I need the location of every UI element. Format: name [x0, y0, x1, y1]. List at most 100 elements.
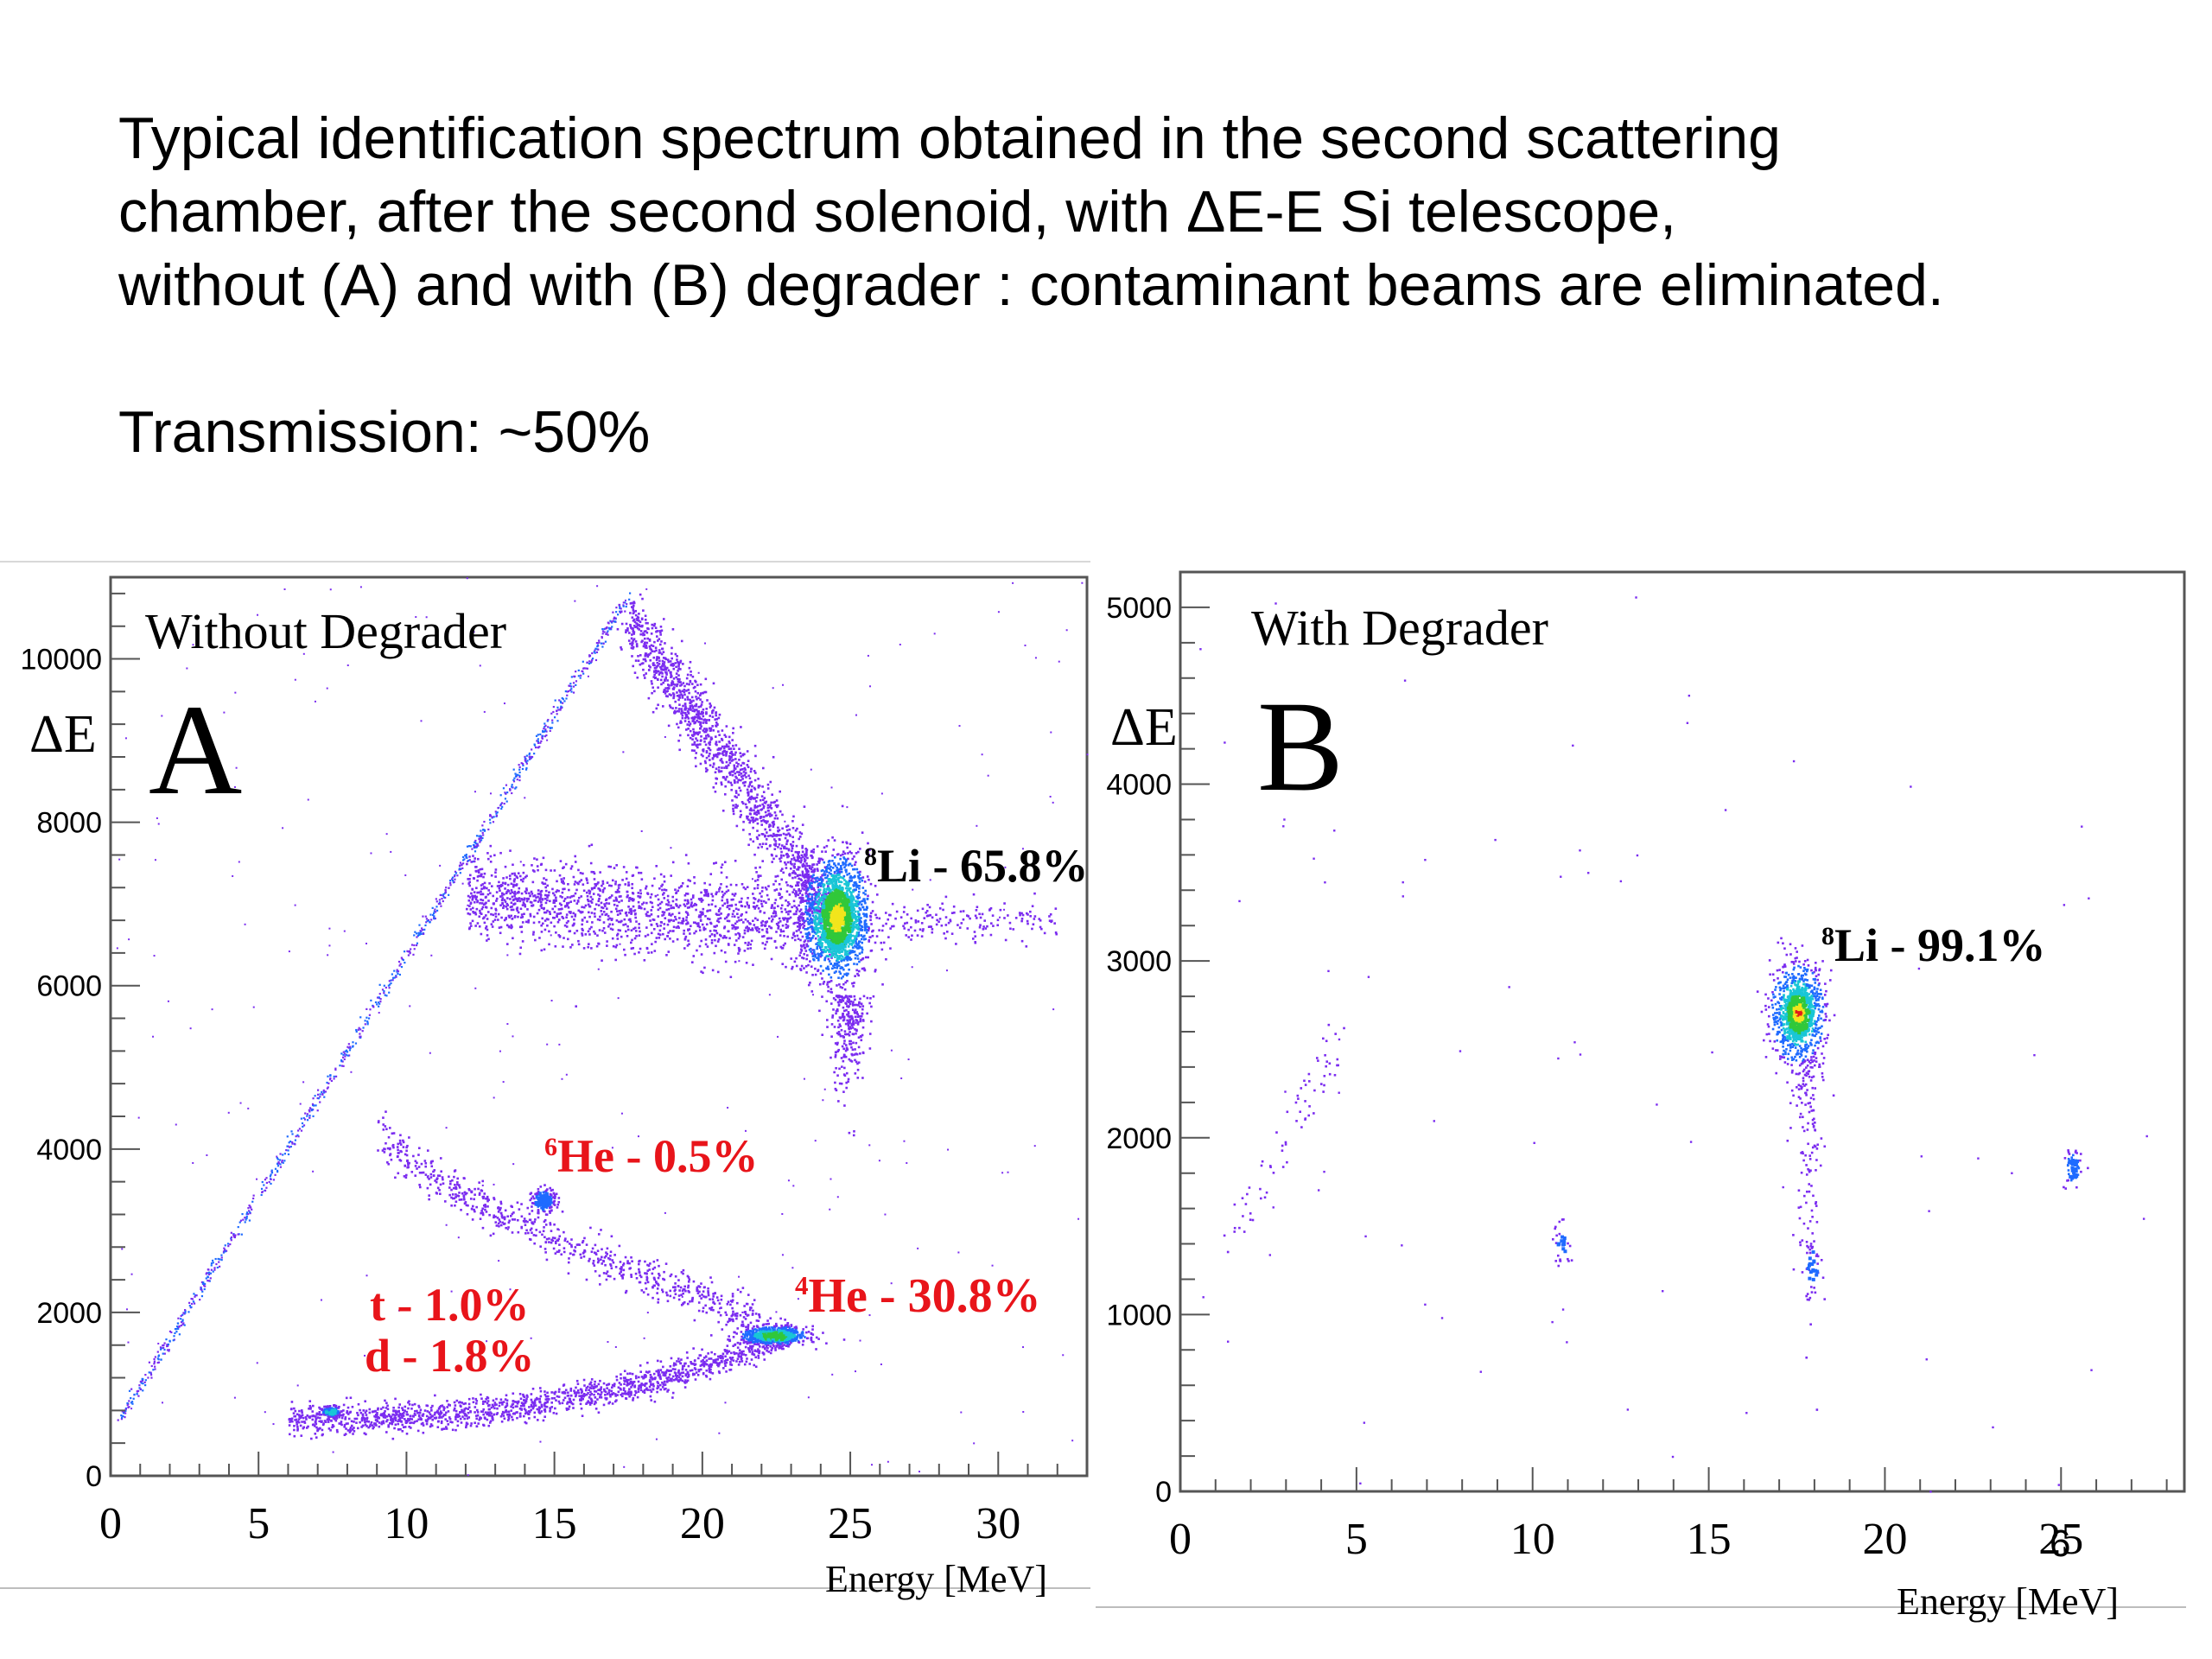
scatter-point	[1032, 923, 1035, 926]
scatter-point	[686, 723, 690, 726]
scatter-point	[700, 710, 703, 714]
scatter-point	[643, 674, 645, 677]
scatter-point	[156, 1361, 159, 1364]
scatter-point	[368, 1408, 372, 1411]
scatter-point	[749, 770, 753, 773]
scatter-point	[365, 1416, 369, 1420]
scatter-point	[731, 753, 734, 755]
scatter-point	[1026, 919, 1029, 923]
scatter-point	[469, 1410, 472, 1413]
scatter-point	[564, 690, 567, 693]
scatter-point	[417, 931, 420, 934]
scatter-point	[791, 891, 794, 893]
scatter-point	[634, 659, 638, 662]
scatter-point	[324, 1090, 327, 1093]
scatter-point	[738, 948, 741, 951]
scatter-point	[537, 738, 539, 741]
scatter-point	[714, 938, 716, 942]
scatter-point	[607, 925, 610, 928]
scatter-point	[810, 849, 814, 853]
scatter-point	[519, 1397, 523, 1401]
scatter-point	[822, 893, 824, 897]
scatter-point	[782, 871, 785, 874]
scatter-point	[814, 902, 817, 905]
scatter-point	[481, 824, 484, 827]
scatter-point	[733, 925, 736, 929]
scatter-point	[489, 813, 492, 817]
scatter-point	[669, 706, 672, 709]
scatter-point	[509, 849, 512, 852]
scatter-point	[248, 1219, 251, 1222]
scatter-point	[417, 1414, 421, 1417]
scatter-point	[678, 696, 682, 699]
scatter-point	[779, 790, 782, 793]
scatter-point	[651, 623, 653, 626]
scatter-point	[764, 887, 767, 889]
scatter-point	[700, 1360, 703, 1363]
scatter-point	[730, 770, 734, 773]
scatter-point	[505, 784, 508, 786]
scatter-point	[300, 1117, 302, 1120]
scatter-point	[591, 652, 594, 655]
scatter-point	[704, 677, 708, 681]
scatter-point	[512, 863, 514, 867]
scatter-point	[730, 1357, 733, 1361]
scatter-point	[620, 899, 623, 902]
scatter-point	[737, 779, 741, 781]
scatter-point	[124, 1416, 126, 1419]
scatter-point	[366, 1020, 369, 1023]
scatter-point	[283, 1153, 287, 1155]
scatter-point	[475, 1417, 478, 1421]
scatter-point	[349, 1046, 352, 1048]
scatter-point	[761, 860, 765, 862]
scatter-point	[480, 907, 484, 911]
scatter-point	[512, 883, 515, 887]
scatter-point	[788, 874, 791, 877]
scatter-point	[715, 944, 717, 948]
scatter-point	[680, 1371, 683, 1375]
scatter-point	[207, 1280, 209, 1282]
scatter-point	[346, 1411, 348, 1414]
scatter-point	[931, 928, 934, 931]
scatter-point	[482, 917, 485, 920]
scatter-point	[745, 962, 748, 964]
scatter-point	[747, 843, 750, 847]
scatter-point	[691, 896, 695, 899]
scatter-point	[645, 630, 647, 632]
scatter-point	[156, 1351, 159, 1353]
scatter-point	[192, 1300, 195, 1303]
scatter-point	[569, 946, 572, 949]
scatter-point	[639, 1364, 642, 1367]
scatter-point	[528, 752, 531, 755]
scatter-point	[570, 688, 573, 690]
scatter-point	[511, 785, 513, 788]
scatter-point	[585, 891, 588, 894]
scatter-point	[717, 752, 721, 755]
scatter-point	[303, 1118, 307, 1121]
scatter-point	[975, 917, 978, 919]
scatter-point	[572, 682, 575, 684]
scatter-point	[279, 1166, 283, 1168]
scatter-point	[701, 899, 704, 902]
scatter-point	[781, 813, 784, 817]
scatter-point	[657, 1382, 660, 1385]
scatter-point	[619, 929, 621, 932]
scatter-point	[681, 881, 684, 885]
scatter-point	[470, 892, 473, 895]
scatter-point	[696, 716, 700, 720]
scatter-point	[721, 1361, 723, 1363]
scatter-point	[615, 934, 619, 937]
scatter-point	[711, 715, 715, 718]
scatter-point	[616, 932, 620, 936]
scatter-point	[569, 900, 573, 903]
scatter-point	[628, 592, 632, 594]
scatter-point	[700, 913, 702, 917]
scatter-point	[581, 934, 584, 937]
scatter-point	[601, 632, 604, 635]
scatter-point	[543, 877, 545, 880]
scatter-point	[982, 928, 985, 931]
scatter-point	[635, 643, 639, 645]
scatter-point	[803, 876, 806, 879]
scatter-point	[175, 1325, 179, 1328]
scatter-point	[571, 944, 574, 946]
